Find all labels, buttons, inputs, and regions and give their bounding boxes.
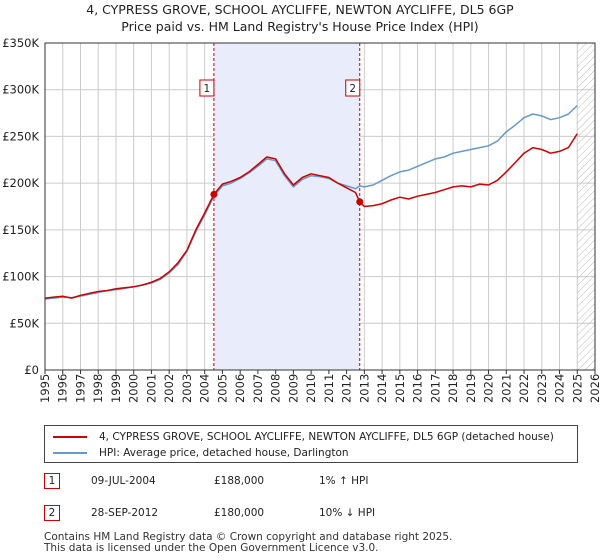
x-tick-label: 2020 [482,374,496,403]
y-tick-label: £100K [2,270,39,284]
legend-label-property: 4, CYPRESS GROVE, SCHOOL AYCLIFFE, NEWTO… [99,431,554,443]
sale-label-box [345,79,361,97]
property-series-line [44,133,578,299]
sale-date: 28-SEP-2012 [91,507,159,519]
sale-label-number: 1 [204,83,211,95]
x-tick-label: 2001 [144,374,158,403]
x-tick-label: 2019 [464,374,478,403]
y-tick-label: £50K [10,316,40,330]
y-tick-label: £150K [2,223,39,237]
x-tick-label: 2014 [375,374,389,403]
footer-copyright: Contains HM Land Registry data © Crown c… [44,531,453,543]
chart-title-line2: Price paid vs. HM Land Registry's House … [121,19,479,34]
x-tick-label: 2006 [233,374,247,403]
sale-label-box [199,79,215,97]
y-tick-label: £300K [2,83,39,97]
sale-price: £180,000 [214,507,265,519]
x-tick-label: 2021 [499,374,513,403]
sale-point [210,190,218,198]
footer-licence: This data is licensed under the Open Gov… [44,542,379,554]
sale-date: 09-JUL-2004 [91,475,156,487]
x-tick-label: 1998 [91,374,105,403]
axes-layer: £0 £50K £100K £150K £200K £250K £300K £350K 1995… [2,36,600,403]
price-chart: £0 £50K £100K £150K £200K £250K £300K £350K 1995… [2,36,600,403]
y-tick-label: £200K [2,176,39,190]
x-tick-label: 2024 [553,374,567,403]
sale-number-badge: 1 [44,473,60,489]
future-hatch-region [577,43,595,370]
legend-item-property: 4, CYPRESS GROVE, SCHOOL AYCLIFFE, NEWTO… [53,429,554,445]
series-layer [44,105,578,300]
plot-frame [44,42,596,371]
x-tick-label: 2015 [393,374,407,403]
sale-point [356,198,364,206]
x-tick-label: 1999 [109,374,123,403]
sale-hpi-change: 1% ↑ HPI [319,475,369,487]
x-tick-label: 2002 [162,374,176,403]
x-tick-label: 2025 [570,374,584,403]
x-tick-label: 2008 [269,374,283,403]
y-tick-label: £350K [2,36,39,50]
x-tick-label: 2004 [198,374,212,403]
y-tick-label: £250K [2,129,39,143]
sale-price: £188,000 [214,475,265,487]
x-tick-label: 1996 [56,374,70,403]
x-tick-label: 2022 [517,374,531,403]
x-tick-label: 2018 [446,374,460,403]
sale-hpi-change: 10% ↓ HPI [319,507,376,519]
x-tick-label: 2005 [215,374,229,403]
x-tick-label: 1997 [73,374,87,403]
x-tick-label: 2012 [340,374,354,403]
x-tick-label: 2026 [588,374,600,403]
x-tick-label: 2009 [286,374,300,403]
legend-swatch-property [53,436,87,438]
x-tick-label: 2007 [251,374,265,403]
x-tick-label: 2016 [411,374,425,403]
x-tick-label: 2013 [357,374,371,403]
x-tick-label: 2010 [304,374,318,403]
legend-item-hpi: HPI: Average price, detached house, Darl… [53,445,349,461]
legend-label-hpi: HPI: Average price, detached house, Darl… [99,447,349,459]
chart-title-line1: 4, CYPRESS GROVE, SCHOOL AYCLIFFE, NEWTO… [86,2,514,17]
sale-label-number: 2 [349,83,356,95]
legend: 4, CYPRESS GROVE, SCHOOL AYCLIFFE, NEWTO… [44,425,578,463]
x-tick-label: 2023 [535,374,549,403]
y-tick-label: £0 [24,363,39,377]
shaded-region [213,43,360,370]
marker-guides-layer [213,43,361,370]
sale-number-badge: 2 [44,505,60,521]
x-tick-label: 1995 [38,374,52,403]
x-tick-label: 2011 [322,374,336,403]
x-tick-label: 2017 [428,374,442,403]
x-tick-label: 2000 [127,374,141,403]
x-tick-label: 2003 [180,374,194,403]
legend-swatch-hpi [53,452,87,454]
shaded-region-layer [213,43,595,370]
